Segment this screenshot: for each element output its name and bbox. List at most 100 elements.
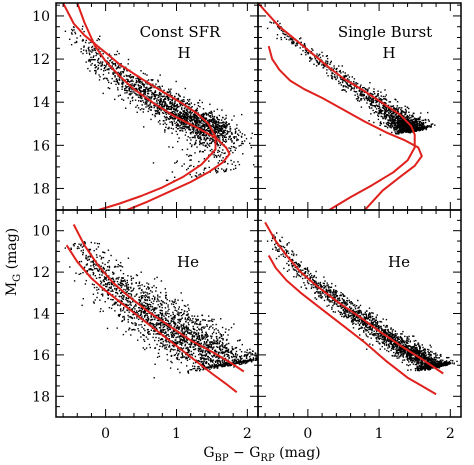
data-point xyxy=(185,114,188,116)
data-point xyxy=(170,319,172,322)
data-point xyxy=(192,339,194,342)
data-point xyxy=(149,88,151,90)
data-point xyxy=(183,327,186,329)
data-point xyxy=(238,145,240,147)
data-point xyxy=(211,141,213,143)
data-point xyxy=(218,124,220,126)
data-point xyxy=(188,100,190,102)
data-point xyxy=(311,48,313,50)
data-point xyxy=(191,126,193,128)
data-point xyxy=(111,277,114,280)
data-point xyxy=(319,56,322,59)
data-point xyxy=(109,67,111,69)
data-point xyxy=(375,96,377,98)
data-point xyxy=(98,79,101,81)
data-point xyxy=(159,98,161,101)
data-point xyxy=(202,144,204,146)
data-point xyxy=(229,148,232,150)
data-point xyxy=(203,327,205,329)
data-point xyxy=(385,110,387,112)
data-point xyxy=(173,354,176,357)
data-point xyxy=(127,301,129,303)
data-point xyxy=(208,129,210,132)
data-point xyxy=(360,93,362,95)
data-point xyxy=(217,123,219,126)
data-point xyxy=(117,314,120,317)
data-point xyxy=(225,125,227,127)
data-point xyxy=(371,107,373,109)
data-point xyxy=(119,94,121,96)
data-point xyxy=(289,37,291,39)
data-point xyxy=(175,302,177,305)
data-point xyxy=(186,113,188,115)
data-point xyxy=(389,115,391,118)
data-point xyxy=(213,154,215,156)
data-point xyxy=(184,117,187,119)
data-point xyxy=(175,105,177,107)
data-point xyxy=(226,343,228,345)
data-point xyxy=(205,133,207,136)
data-point xyxy=(389,125,391,127)
data-point xyxy=(141,104,143,106)
data-point xyxy=(171,95,173,97)
data-point xyxy=(395,123,397,125)
data-point xyxy=(135,87,137,90)
data-point xyxy=(217,137,219,139)
data-point xyxy=(168,313,170,315)
data-point xyxy=(218,130,220,133)
data-point xyxy=(155,83,157,85)
data-point xyxy=(243,140,246,142)
data-point xyxy=(183,107,186,110)
data-point xyxy=(145,307,147,309)
data-point xyxy=(186,342,189,344)
data-point xyxy=(400,121,402,123)
data-point xyxy=(75,272,77,274)
data-point xyxy=(383,117,385,119)
data-point xyxy=(189,137,191,139)
data-point xyxy=(110,287,112,289)
data-point xyxy=(185,127,187,129)
data-point xyxy=(147,92,150,95)
data-point xyxy=(152,323,154,325)
data-point xyxy=(148,108,150,110)
data-point xyxy=(76,247,79,250)
data-point xyxy=(158,113,161,115)
data-point xyxy=(212,119,214,121)
data-point xyxy=(104,252,106,254)
data-point xyxy=(182,115,184,117)
data-point xyxy=(181,108,183,110)
data-point xyxy=(89,248,92,251)
data-point xyxy=(141,81,143,83)
data-point xyxy=(117,264,119,266)
data-point xyxy=(108,87,111,90)
data-point xyxy=(179,102,181,105)
data-point xyxy=(238,339,241,342)
data-point xyxy=(195,320,198,322)
data-point xyxy=(373,112,375,114)
data-point xyxy=(393,107,395,109)
data-point xyxy=(230,159,232,162)
data-point xyxy=(206,325,208,327)
data-point xyxy=(165,319,168,321)
data-point xyxy=(377,90,379,92)
data-point xyxy=(110,298,112,301)
data-point xyxy=(353,88,355,90)
data-point xyxy=(140,87,142,89)
data-point xyxy=(278,28,281,30)
data-point xyxy=(147,293,149,295)
data-point xyxy=(372,101,375,104)
data-point xyxy=(89,53,91,56)
data-point xyxy=(425,128,428,130)
data-point xyxy=(131,290,133,292)
data-point xyxy=(356,87,358,89)
data-point xyxy=(150,323,152,325)
data-point xyxy=(382,110,384,112)
data-point xyxy=(97,269,99,272)
data-point xyxy=(195,120,198,123)
data-point xyxy=(222,138,224,141)
data-point xyxy=(183,100,185,103)
data-point xyxy=(177,308,180,310)
data-point xyxy=(410,131,412,133)
data-point xyxy=(77,246,79,248)
data-point xyxy=(140,271,142,273)
